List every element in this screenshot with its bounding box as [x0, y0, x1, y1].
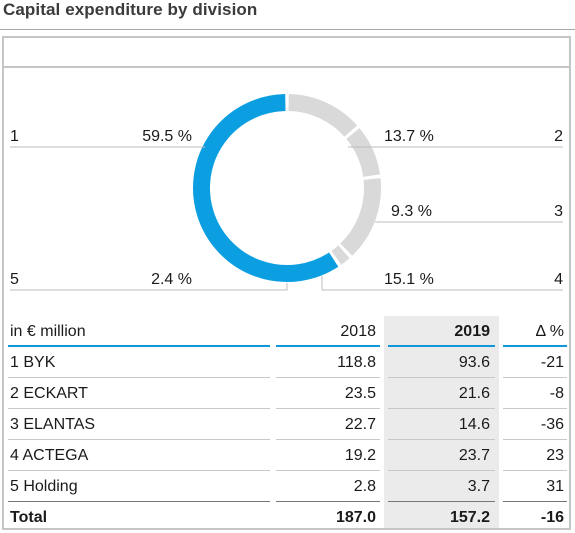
row-2019: 23.7 — [458, 447, 490, 464]
segment-id-2: 2 — [554, 128, 563, 145]
row-delta: -36 — [540, 416, 564, 433]
segment-id-5: 5 — [10, 271, 19, 288]
row-rule — [276, 470, 380, 471]
row-rule — [276, 408, 380, 409]
table-header-row: in € million 2018 2019 Δ % — [4, 316, 569, 347]
row-rule — [503, 439, 567, 440]
total-name: Total — [10, 509, 48, 526]
table-row: 4 ACTEGA 19.2 23.7 23 — [4, 440, 569, 471]
row-rule — [388, 408, 495, 409]
header-rule-name — [8, 345, 270, 347]
row-2019: 3.7 — [467, 478, 490, 495]
segment-percent-4: 15.1 % — [384, 271, 434, 288]
segment-percent-3: 9.3 % — [391, 203, 432, 220]
header-rule-2018 — [276, 345, 380, 347]
row-name: 1 BYK — [10, 354, 56, 371]
segment-percent-5: 2.4 % — [151, 271, 192, 288]
header-rule-delta — [503, 345, 567, 347]
donut-segments — [193, 94, 381, 282]
row-2019: 21.6 — [458, 385, 490, 402]
row-rule — [503, 408, 567, 409]
row-2018: 2.8 — [353, 478, 376, 495]
header-rule-2019 — [388, 345, 495, 347]
row-2018: 22.7 — [344, 416, 376, 433]
header-delta: Δ % — [535, 323, 564, 340]
donut-segment-3 — [346, 128, 381, 178]
row-rule — [503, 470, 567, 471]
table-row: 5 Holding 2.8 3.7 31 — [4, 471, 569, 502]
donut-segment-2 — [288, 94, 358, 137]
row-name: 2 ECKART — [10, 385, 88, 402]
total-delta: -16 — [540, 509, 564, 526]
row-2018: 23.5 — [344, 385, 376, 402]
row-rule — [276, 439, 380, 440]
segment-id-1: 1 — [10, 128, 19, 145]
row-name: 3 ELANTAS — [10, 416, 96, 433]
total-rule — [8, 501, 270, 502]
segment-id-3: 3 — [554, 203, 563, 220]
header-2018: 2018 — [340, 323, 376, 340]
table-row: 1 BYK 118.8 93.6 -21 — [4, 347, 569, 378]
table-row: 3 ELANTAS 22.7 14.6 -36 — [4, 409, 569, 440]
total-2019: 157.2 — [449, 509, 490, 526]
title-divider — [0, 29, 575, 30]
capex-table: in € million 2018 2019 Δ % 1 BYK 118.8 9… — [4, 316, 569, 528]
header-2019: 2019 — [454, 323, 490, 340]
row-rule — [388, 470, 495, 471]
row-delta: 23 — [546, 447, 564, 464]
row-rule — [8, 377, 270, 378]
leader-line-5 — [10, 283, 288, 291]
row-delta: 31 — [546, 478, 564, 495]
row-2018: 19.2 — [344, 447, 376, 464]
table-row: 2 ECKART 23.5 21.6 -8 — [4, 378, 569, 409]
total-2018: 187.0 — [335, 509, 376, 526]
row-rule — [503, 377, 567, 378]
chart-title: Capital expenditure by division — [3, 0, 258, 19]
total-rule — [388, 501, 495, 502]
row-name: 4 ACTEGA — [10, 447, 89, 464]
frame-header-divider — [4, 66, 569, 68]
header-unit: in € million — [10, 323, 86, 340]
row-rule — [8, 470, 270, 471]
segment-id-4: 4 — [554, 271, 563, 288]
row-rule — [276, 377, 380, 378]
row-rule — [8, 439, 270, 440]
donut-segment-5 — [331, 245, 350, 265]
segment-percent-2: 13.7 % — [384, 128, 434, 145]
donut-segment-1 — [193, 94, 339, 282]
row-2019: 93.6 — [458, 354, 490, 371]
chart-frame — [2, 36, 571, 530]
row-rule — [8, 408, 270, 409]
table-total-row: Total 187.0 157.2 -16 — [4, 502, 569, 533]
column-2019-highlight — [384, 316, 499, 528]
row-delta: -8 — [549, 385, 564, 402]
row-name: 5 Holding — [10, 478, 78, 495]
total-rule — [503, 501, 567, 502]
row-delta: -21 — [540, 354, 564, 371]
donut-segment-4 — [340, 178, 381, 256]
row-2019: 14.6 — [458, 416, 490, 433]
row-rule — [388, 439, 495, 440]
row-rule — [388, 377, 495, 378]
segment-percent-1: 59.5 % — [142, 128, 192, 145]
row-2018: 118.8 — [337, 354, 376, 371]
leader-line-4 — [321, 276, 563, 291]
total-rule — [276, 501, 380, 502]
donut-chart: 1 2 3 4 5 59.5 % 13.7 % 9.3 % 15.1 % 2.4… — [10, 94, 563, 291]
